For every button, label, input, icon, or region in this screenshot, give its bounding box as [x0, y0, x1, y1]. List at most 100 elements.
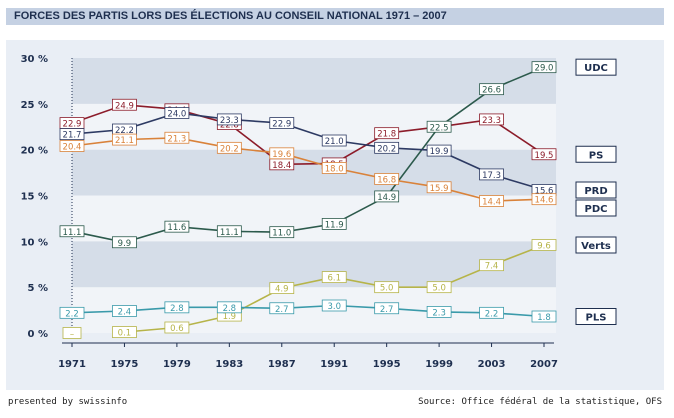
data-label-pls: 2.3 [426, 306, 452, 318]
data-label-pls: 2.7 [374, 302, 400, 315]
data-label-box [164, 321, 190, 334]
data-label-box [374, 302, 400, 315]
data-label-box [269, 147, 295, 160]
data-label-udc: 11.0 [269, 226, 295, 239]
data-label-box [112, 236, 137, 249]
data-label-udc: 29.0 [531, 61, 557, 74]
data-label-pls: 3.0 [321, 299, 347, 312]
data-label-udc: 26.6 [479, 83, 504, 96]
data-label-text: 21.1 [115, 136, 134, 146]
data-label-text: 14.9 [377, 193, 396, 203]
x-tick-label: 2003 [478, 359, 506, 370]
data-label-box [426, 144, 452, 157]
y-tick-label: 25 % [21, 100, 48, 111]
data-label-box [479, 195, 504, 207]
data-label-text: 7.4 [485, 262, 499, 272]
data-label-text: 23.3 [220, 116, 239, 126]
data-label-text: 11.0 [272, 229, 291, 239]
data-label-text: 23.3 [482, 116, 501, 126]
x-tick-label: 1983 [215, 359, 243, 370]
data-label-text: 11.1 [220, 228, 239, 238]
data-label-box [479, 306, 504, 319]
data-label-pls: 2.8 [164, 301, 190, 314]
data-label-box [321, 162, 347, 174]
data-label-pdc: 18.0 [321, 162, 347, 175]
x-tick-label: 1975 [111, 359, 139, 370]
legend-item-ps: PS [575, 145, 617, 163]
data-label-box [321, 218, 347, 230]
data-label-box [531, 148, 557, 161]
data-label-text: 2.7 [275, 305, 289, 315]
data-label-box [112, 305, 137, 317]
data-label-text: 16.8 [377, 176, 396, 186]
data-label-verts: – [62, 327, 82, 340]
data-label-text: 6.1 [327, 274, 341, 284]
y-tick-label: 20 % [21, 146, 48, 157]
data-label-box [374, 281, 400, 294]
data-label-verts: 6.1 [321, 271, 347, 284]
x-tick-label: 1995 [373, 359, 401, 370]
data-label-pdc: 21.3 [164, 131, 190, 144]
grid-band [72, 287, 556, 333]
data-label-box [374, 127, 400, 140]
data-label-pls: 2.4 [112, 305, 137, 318]
data-label-text: 9.9 [118, 239, 132, 249]
data-label-text: 21.3 [167, 134, 186, 144]
data-label-text: 24.9 [115, 101, 134, 111]
data-label-box [164, 301, 190, 314]
y-tick-label: 0 % [28, 329, 48, 340]
data-label-text: 22.8 [220, 121, 239, 131]
data-label-box [216, 113, 242, 126]
data-label-verts: 7.4 [479, 259, 504, 272]
data-label-text: 24.0 [167, 110, 186, 120]
data-label-verts: 0.1 [112, 326, 137, 339]
grid-band [72, 149, 556, 196]
series-line-prd [71, 112, 545, 191]
data-label-text: 11.6 [167, 223, 186, 233]
data-label-text: 21.8 [377, 130, 396, 140]
legend-label: Verts [581, 241, 611, 252]
data-label-box [531, 61, 557, 74]
data-label-box [531, 239, 557, 251]
data-label-box [321, 271, 347, 283]
data-label-box [426, 181, 452, 194]
data-label-pdc: 20.2 [216, 141, 242, 154]
y-tick-label: 30 % [21, 54, 48, 65]
legend-box [575, 58, 617, 76]
data-label-text: 1.8 [537, 313, 551, 323]
data-label-verts: 5.0 [426, 281, 452, 294]
data-label-box [216, 225, 242, 238]
grid-band [72, 241, 556, 288]
data-label-prd: 21.0 [321, 134, 347, 147]
data-label-text: 15.6 [535, 187, 554, 197]
x-tick-label: 1979 [163, 359, 191, 370]
data-label-box [59, 225, 85, 238]
data-label-prd: 22.9 [269, 117, 295, 130]
data-label-ps: 22.9 [59, 117, 85, 130]
data-label-ps: 19.5 [531, 148, 557, 161]
data-label-box [112, 133, 137, 146]
data-label-text: 4.9 [275, 285, 289, 295]
data-label-text: 22.2 [115, 126, 134, 136]
data-label-text: 19.9 [430, 147, 449, 157]
data-label-text: 19.6 [272, 150, 291, 160]
data-label-box [59, 128, 85, 140]
series-line-ps [71, 103, 545, 166]
legend-box [575, 236, 617, 254]
data-label-prd: 24.0 [164, 107, 190, 120]
legend-item-pls: PLS [575, 308, 617, 325]
legend-label: PDC [585, 204, 608, 215]
data-label-pdc: 14.6 [531, 193, 557, 206]
data-label-verts: 0.6 [164, 321, 190, 334]
data-label-box [374, 141, 400, 154]
data-label-ps: 24.9 [112, 98, 137, 111]
data-label-pdc: 14.4 [479, 195, 504, 208]
data-label-text: 2.8 [170, 304, 184, 314]
data-label-udc: 11.6 [164, 220, 190, 233]
legend-label: PRD [584, 186, 607, 197]
data-label-verts: 4.9 [269, 282, 295, 295]
data-label-box [426, 281, 452, 294]
legend-label: UDC [584, 63, 608, 74]
data-label-udc: 22.5 [426, 120, 452, 133]
